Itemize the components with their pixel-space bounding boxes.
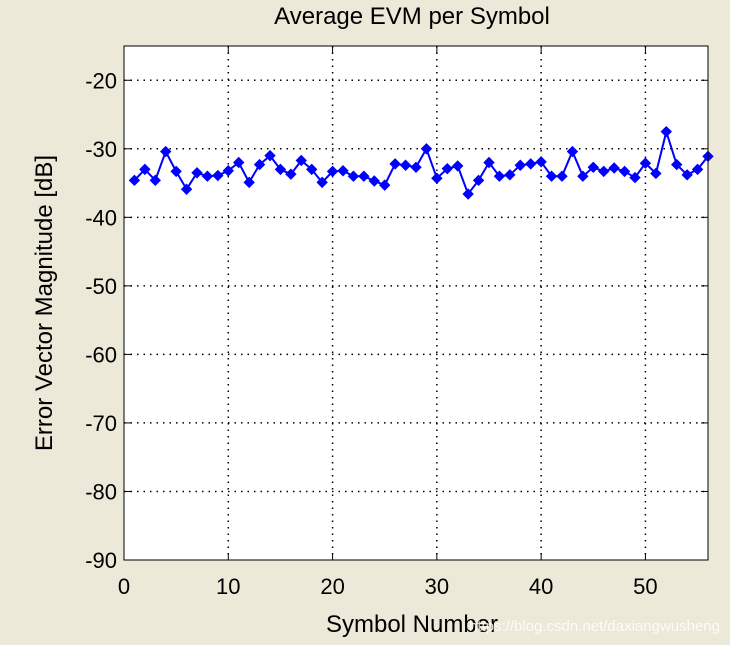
y-tick-label: -60: [85, 342, 117, 367]
data-point-marker: [681, 169, 693, 181]
watermark: https://blog.csdn.net/daxiangwusheng: [469, 618, 720, 635]
data-point-marker: [285, 168, 297, 180]
y-tick-label: -40: [85, 205, 117, 230]
x-tick-label: 40: [529, 574, 553, 599]
data-point-marker: [483, 156, 495, 169]
data-point-marker: [462, 188, 474, 200]
data-point-marker: [264, 149, 276, 162]
data-point-marker: [253, 158, 266, 171]
data-point-marker: [441, 162, 453, 175]
chart-title: Average EVM per Symbol: [274, 3, 550, 30]
plot-area: [124, 46, 708, 560]
data-point-marker: [233, 156, 245, 169]
data-point-marker: [191, 167, 203, 179]
data-point-marker: [399, 159, 412, 171]
x-tick-label: 30: [425, 574, 449, 599]
data-point-marker: [545, 170, 558, 182]
data-point-marker: [149, 174, 161, 187]
data-point-marker: [535, 156, 547, 168]
data-point-marker: [587, 161, 599, 174]
data-point-marker: [577, 170, 589, 182]
data-point-marker: [629, 171, 641, 184]
y-axis-label: Error Vector Magnitude [dB]: [31, 155, 58, 451]
data-point-marker: [243, 176, 255, 189]
ticks: 0 10 20 30 40 50 -90 -80 -70 -60 -50 -40 -30 -20: [85, 46, 708, 599]
data-point-marker: [368, 175, 380, 187]
data-point-marker: [504, 169, 516, 181]
data-point-marker: [347, 170, 360, 182]
data-point-marker: [128, 174, 141, 187]
data-point-marker: [379, 179, 391, 191]
data-point-marker: [326, 165, 339, 178]
data-point-marker: [452, 160, 464, 172]
data-point-marker: [358, 170, 370, 182]
data-point-marker: [295, 154, 307, 167]
data-point-marker: [556, 170, 568, 182]
data-point-marker: [337, 165, 349, 177]
grid: [124, 46, 708, 560]
data-point-marker: [170, 165, 182, 178]
data-point-marker: [274, 163, 287, 176]
data-point-marker: [201, 170, 214, 182]
series-layer: [128, 125, 714, 200]
data-point-marker: [671, 158, 683, 171]
data-point-marker: [618, 165, 631, 178]
data-point-marker: [389, 158, 401, 170]
y-tick-label: -20: [85, 68, 117, 93]
y-tick-label: -50: [85, 274, 117, 299]
y-tick-label: -80: [85, 479, 117, 504]
y-tick-label: -30: [85, 137, 117, 162]
data-point-marker: [180, 183, 193, 195]
data-point-marker: [212, 169, 224, 182]
y-tick-label: -70: [85, 411, 117, 436]
plot-frame: [123, 45, 709, 561]
x-tick-label: 20: [320, 574, 344, 599]
data-point-marker: [222, 165, 234, 177]
data-point-marker: [306, 163, 318, 176]
x-tick-label: 0: [118, 574, 130, 599]
x-tick-label: 50: [633, 574, 657, 599]
data-point-marker: [493, 170, 506, 182]
data-point-marker: [160, 145, 172, 158]
data-point-marker: [316, 176, 328, 189]
data-point-marker: [139, 163, 151, 176]
data-point-marker: [472, 174, 485, 187]
x-axis-label: Symbol Number: [326, 611, 498, 638]
data-point-marker: [525, 158, 537, 170]
y-tick-label: -90: [85, 548, 117, 573]
data-point-marker: [691, 163, 704, 176]
data-point-marker: [410, 161, 422, 174]
data-point-marker: [608, 162, 620, 174]
data-point-marker: [514, 159, 526, 171]
data-point-marker: [639, 157, 652, 169]
x-tick-label: 10: [216, 574, 240, 599]
data-point-marker: [420, 143, 433, 155]
data-point-marker: [650, 167, 662, 180]
data-point-marker: [598, 165, 610, 178]
data-point-marker: [660, 125, 672, 138]
data-point-marker: [566, 145, 579, 158]
data-point-marker: [431, 172, 443, 184]
